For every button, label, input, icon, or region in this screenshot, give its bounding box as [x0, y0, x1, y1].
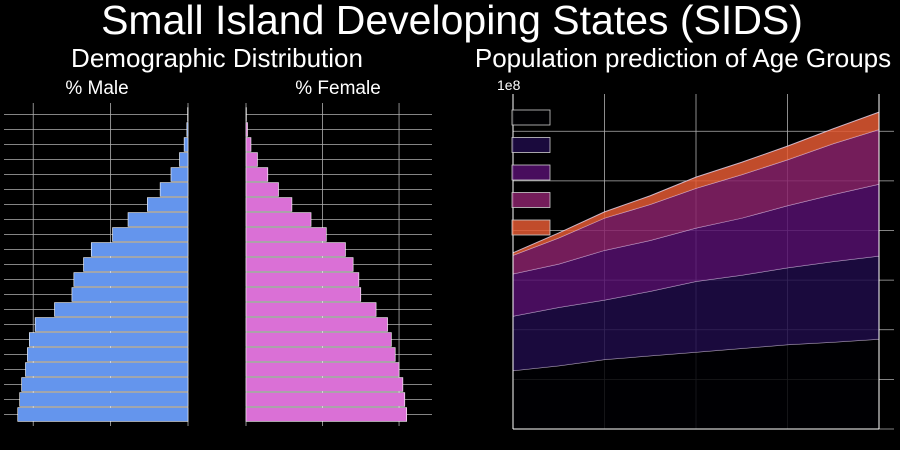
male-bar [71, 287, 189, 302]
male-bar [83, 257, 189, 272]
male-bar [159, 182, 189, 197]
area-layers [512, 111, 880, 429]
population-prediction-chart: Population prediction of Age Groups 1e8 [475, 43, 894, 430]
female-bar [245, 227, 327, 242]
female-bar [245, 212, 312, 227]
female-bars [245, 107, 407, 422]
male-bar [27, 347, 189, 362]
area-title: Population prediction of Age Groups [475, 43, 891, 73]
female-bar [245, 362, 400, 377]
male-bar [21, 377, 189, 392]
figure-title: Small Island Developing States (SIDS) [101, 0, 803, 43]
area-layer [513, 112, 879, 256]
male-bar [73, 272, 189, 287]
female-bar [245, 182, 279, 197]
area-layer [513, 184, 879, 317]
female-bar [245, 347, 396, 362]
male-bars [17, 107, 189, 422]
male-bar [112, 227, 189, 242]
male-bar [90, 242, 189, 257]
female-bar [245, 287, 362, 302]
female-bar [245, 317, 388, 332]
female-bar [245, 242, 346, 257]
legend [511, 109, 551, 236]
female-bar [245, 272, 360, 287]
male-bar [19, 392, 189, 407]
female-bar [245, 137, 252, 152]
female-bar [245, 377, 404, 392]
female-bar [245, 167, 269, 182]
female-bar [245, 407, 407, 422]
area-layer [513, 256, 879, 371]
male-bar [179, 152, 189, 167]
female-bar [245, 257, 354, 272]
legend-swatch [511, 219, 551, 236]
female-bar [245, 332, 392, 347]
male-bar [25, 362, 189, 377]
area-layer-edge [512, 111, 880, 254]
male-bar [54, 302, 189, 317]
female-bar [245, 197, 293, 212]
male-bar [34, 317, 189, 332]
legend-swatch [511, 164, 551, 181]
female-bar [245, 122, 248, 137]
male-bar [170, 167, 189, 182]
male-axis-title: % Male [65, 78, 128, 99]
y-axis-multiplier: 1e8 [497, 77, 521, 93]
female-bar [245, 392, 406, 407]
demographic-distribution-chart: Demographic Distribution % Male % Female [4, 43, 432, 426]
female-bar [245, 302, 377, 317]
pyramid-title: Demographic Distribution [71, 43, 363, 73]
male-bar [127, 212, 189, 227]
male-bar [186, 122, 189, 137]
legend-swatch [511, 192, 551, 208]
legend-swatch [511, 109, 551, 126]
male-bar [29, 332, 189, 347]
male-bar [17, 407, 189, 422]
legend-swatch [511, 137, 551, 153]
male-bar [183, 137, 189, 152]
area-layer [513, 129, 879, 274]
female-axis-title: % Female [295, 78, 381, 99]
female-bar [245, 152, 258, 167]
male-bar [147, 197, 189, 212]
area-layer [513, 339, 879, 429]
